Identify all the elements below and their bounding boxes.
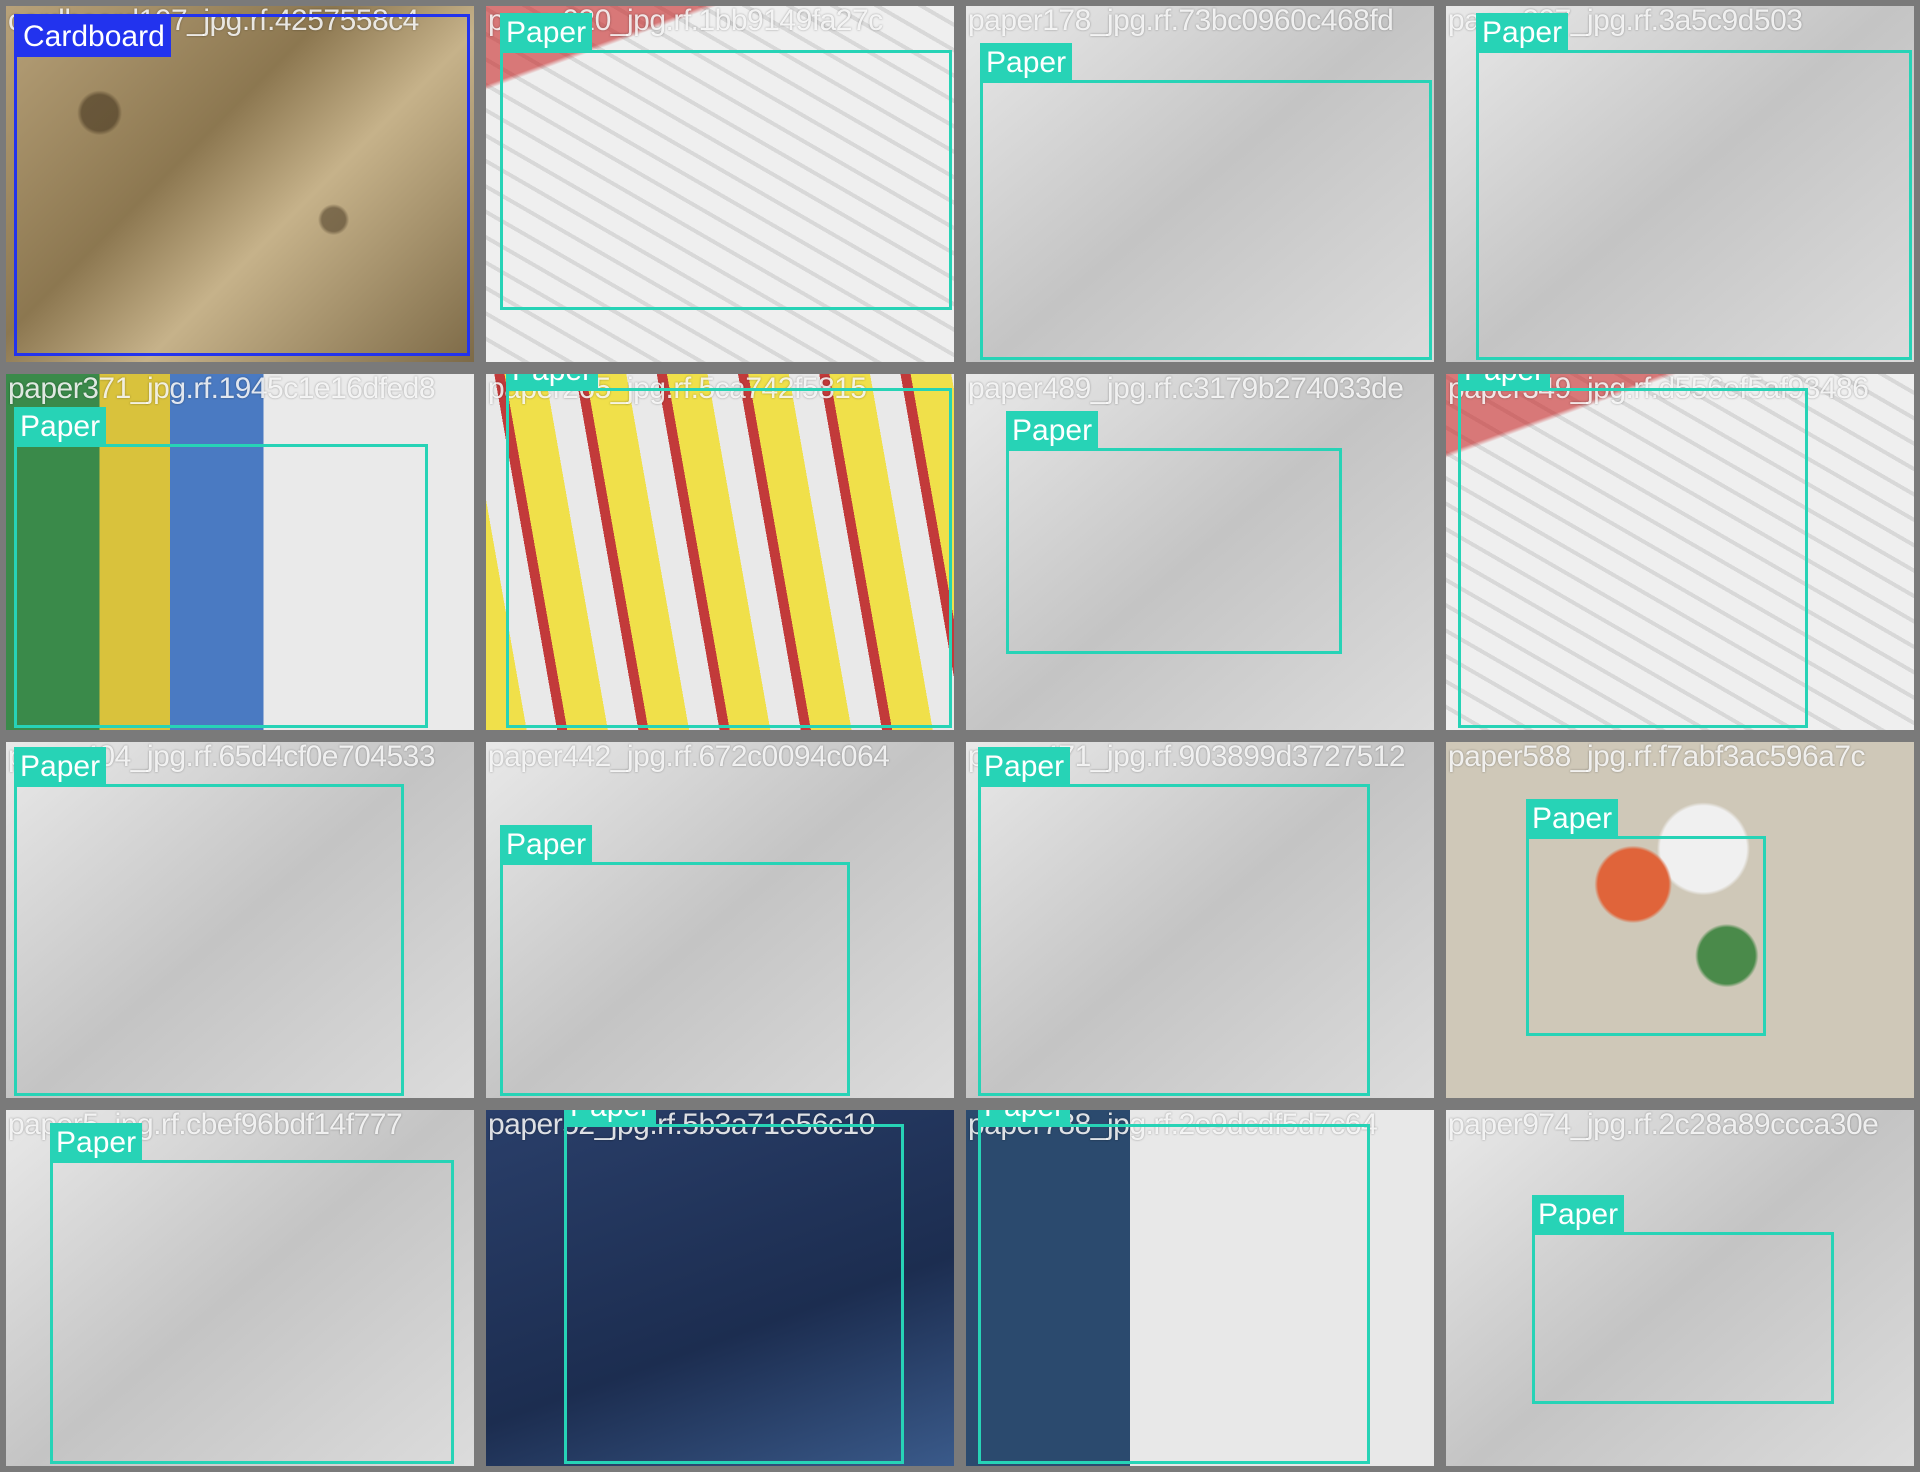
paper-photo — [1446, 1110, 1914, 1466]
class-label: Paper — [500, 825, 593, 865]
bounding-box-paper: Paper — [500, 13, 952, 310]
bounding-box-paper: Paper — [564, 1110, 904, 1464]
bounding-box-paper: Paper — [978, 1110, 1370, 1464]
image-tile-7[interactable]: paper489_jpg.rf.c3179b274033de Paper — [966, 374, 1434, 730]
paper-photo — [6, 1110, 474, 1466]
class-label: Paper — [1532, 1195, 1625, 1235]
image-filename: paper489_jpg.rf.c3179b274033de — [968, 374, 1404, 405]
class-label: Paper — [978, 747, 1071, 787]
image-filename: paper178_jpg.rf.73bc0960c468fd — [968, 6, 1394, 37]
class-label: Paper — [1458, 374, 1551, 391]
image-tile-6[interactable]: paper265_jpg.rf.5ca742f5815 Paper — [486, 374, 954, 730]
image-tile-5[interactable]: paper371_jpg.rf.1945c1e16dfed8 Paper — [6, 374, 474, 730]
image-tile-9[interactable]: paper404_jpg.rf.65d4cf0e704533 Paper — [6, 742, 474, 1098]
class-label: Paper — [506, 374, 599, 391]
paper-photo — [6, 742, 474, 1098]
bounding-box-paper: Paper — [14, 407, 428, 728]
bounding-box-paper: Paper — [1532, 1195, 1834, 1404]
image-tile-2[interactable]: paper020_jpg.rf.1bb9149fa27c Paper — [486, 6, 954, 362]
class-label: Paper — [980, 43, 1073, 83]
class-label: Paper — [1006, 411, 1099, 451]
class-label: Paper — [14, 747, 107, 787]
paper-photo — [1446, 6, 1914, 362]
image-tile-10[interactable]: paper442_jpg.rf.672c0094c064 Paper — [486, 742, 954, 1098]
bounding-box-paper: Paper — [500, 825, 850, 1096]
paper-photo — [1446, 742, 1914, 1098]
paper-photo — [1446, 374, 1914, 730]
image-filename: paper974_jpg.rf.2c28a89ccca30e — [1448, 1110, 1879, 1141]
image-tile-1[interactable]: cardboard107_jpg.rf.4257558c4 Cardboard — [6, 6, 474, 362]
class-label: Paper — [564, 1110, 657, 1127]
image-filename: paper588_jpg.rf.f7abf3ac596a7c — [1448, 742, 1866, 773]
bounding-box-paper: Paper — [1458, 374, 1808, 728]
class-label: Paper — [50, 1123, 143, 1163]
paper-photo — [486, 742, 954, 1098]
bounding-box-cardboard: Cardboard — [14, 14, 470, 356]
bounding-box-paper: Paper — [978, 747, 1370, 1096]
image-tile-15[interactable]: paper788_jpg.rf.2e9dcdf5d7c64 Paper — [966, 1110, 1434, 1466]
bounding-box-paper: Paper — [980, 43, 1432, 360]
image-tile-14[interactable]: paper52_jpg.rf.5b3a71e56c10 Paper — [486, 1110, 954, 1466]
class-label: Paper — [978, 1110, 1071, 1127]
bounding-box-paper: Paper — [1006, 411, 1342, 654]
image-tile-12[interactable]: paper588_jpg.rf.f7abf3ac596a7c Paper — [1446, 742, 1914, 1098]
paper-photo — [966, 742, 1434, 1098]
image-tile-13[interactable]: paper5_jpg.rf.cbef96bdf14f777 Paper — [6, 1110, 474, 1466]
image-filename: paper442_jpg.rf.672c0094c064 — [488, 742, 890, 773]
image-tile-8[interactable]: paper349_jpg.rf.d556ef5af93486 Paper — [1446, 374, 1914, 730]
bounding-box-paper: Paper — [14, 747, 404, 1096]
paper-photo — [966, 1110, 1434, 1466]
class-label: Paper — [500, 13, 593, 53]
bounding-box-paper: Paper — [506, 374, 952, 728]
bounding-box-paper: Paper — [1476, 13, 1912, 360]
bounding-box-paper: Paper — [50, 1123, 454, 1464]
image-tile-4[interactable]: paper207_jpg.rf.3a5c9d503 Paper — [1446, 6, 1914, 362]
cardboard-photo — [6, 6, 474, 362]
image-tile-11[interactable]: paper471_jpg.rf.903899d3727512 Paper — [966, 742, 1434, 1098]
class-label: Paper — [1526, 799, 1619, 839]
image-tile-16[interactable]: paper974_jpg.rf.2c28a89ccca30e Paper — [1446, 1110, 1914, 1466]
bounding-box-paper: Paper — [1526, 799, 1766, 1036]
class-label: Cardboard — [17, 17, 171, 57]
image-filename: paper371_jpg.rf.1945c1e16dfed8 — [8, 374, 436, 405]
class-label: Paper — [1476, 13, 1569, 53]
image-tile-3[interactable]: paper178_jpg.rf.73bc0960c468fd Paper — [966, 6, 1434, 362]
class-label: Paper — [14, 407, 107, 447]
paper-photo — [486, 6, 954, 362]
paper-photo — [486, 374, 954, 730]
